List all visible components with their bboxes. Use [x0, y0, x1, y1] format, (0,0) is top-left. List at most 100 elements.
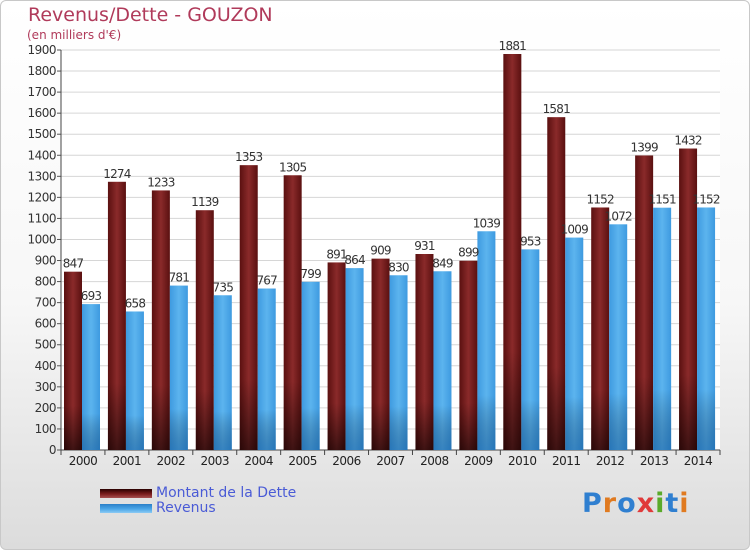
- bar-dette-shade: [151, 190, 170, 450]
- data-label-revenus: 1039: [473, 216, 501, 230]
- data-label-dette: 1139: [191, 195, 219, 209]
- data-label-dette: 1233: [147, 175, 175, 189]
- logo-letter: r: [602, 488, 618, 519]
- data-label-revenus: 799: [300, 267, 321, 281]
- bar-dette-shade: [415, 254, 434, 450]
- y-tick-label: 1600: [27, 106, 56, 120]
- bar-revenus-shade: [477, 231, 496, 450]
- bar-revenus-shade: [301, 281, 320, 450]
- x-tick-label: 2007: [376, 454, 405, 468]
- x-tick-label: 2001: [113, 454, 142, 468]
- x-tick-label: 2013: [640, 454, 669, 468]
- x-tick-label: 2012: [596, 454, 625, 468]
- data-label-dette: 847: [63, 257, 84, 271]
- logo-letter: x: [636, 488, 656, 519]
- y-tick-label: 200: [35, 401, 56, 415]
- bar-revenus-shade: [345, 268, 364, 450]
- bar-revenus-shade: [82, 304, 100, 450]
- bar-dette-shade: [239, 165, 258, 450]
- y-tick-label: 1100: [27, 211, 56, 225]
- data-label-dette: 1881: [499, 39, 527, 53]
- bar-dette-shade: [195, 210, 214, 450]
- bar-dette-shade: [591, 207, 610, 450]
- y-tick-label: 1400: [27, 148, 56, 162]
- data-label-dette: 1305: [279, 160, 307, 174]
- data-label-dette: 909: [370, 244, 391, 258]
- data-label-dette: 1152: [587, 192, 615, 206]
- proxiti-logo: Proxiti: [582, 488, 690, 519]
- bar-revenus-shade: [257, 288, 276, 450]
- y-tick-label: 1800: [27, 64, 56, 78]
- y-tick-label: 1500: [27, 127, 56, 141]
- x-tick-label: 2010: [508, 454, 537, 468]
- x-tick-label: 2006: [332, 454, 361, 468]
- x-tick-label: 2002: [157, 454, 186, 468]
- legend-swatch-revenus: [100, 504, 152, 513]
- legend-swatch-dette: [100, 489, 152, 498]
- data-label-revenus: 1152: [692, 192, 720, 206]
- bar-revenus-shade: [521, 249, 540, 450]
- x-tick-label: 2000: [69, 454, 98, 468]
- chart-title: Revenus/Dette - GOUZON: [28, 4, 273, 26]
- data-label-dette: 1353: [235, 150, 263, 164]
- bar-dette-shade: [459, 260, 478, 450]
- bar-dette-shade: [107, 181, 126, 450]
- bar-dette-shade: [547, 117, 566, 450]
- logo-letter: i: [655, 488, 666, 519]
- data-label-revenus: 1009: [561, 223, 589, 237]
- data-label-revenus: 1151: [648, 193, 676, 207]
- bar-revenus-shade: [565, 237, 584, 450]
- logo-letter: t: [665, 488, 680, 519]
- y-tick-label: 1900: [27, 43, 56, 57]
- data-label-dette: 1581: [543, 102, 571, 116]
- data-label-revenus: 830: [388, 260, 409, 274]
- bar-revenus-shade: [389, 275, 408, 450]
- y-tick-label: 700: [35, 296, 56, 310]
- data-label-revenus: 1072: [605, 209, 633, 223]
- y-tick-label: 300: [35, 380, 56, 394]
- bar-revenus-shade: [125, 311, 144, 450]
- chart-subtitle: (en milliers d'€): [27, 28, 122, 42]
- data-label-revenus: 864: [344, 253, 365, 267]
- data-label-dette: 1399: [630, 140, 658, 154]
- data-label-revenus: 781: [169, 271, 190, 285]
- legend-label-revenus: Revenus: [156, 500, 216, 516]
- data-label-revenus: 658: [125, 296, 146, 310]
- y-tick-label: 900: [35, 254, 56, 268]
- bar-dette-shade: [371, 258, 390, 450]
- y-tick-label: 800: [35, 275, 56, 289]
- logo-letter: P: [582, 488, 603, 519]
- y-tick-label: 1000: [27, 232, 56, 246]
- bar-revenus-shade: [653, 207, 672, 450]
- data-label-dette: 931: [414, 239, 435, 253]
- bar-revenus-shade: [433, 271, 452, 450]
- data-label-revenus: 693: [81, 289, 102, 303]
- x-tick-label: 2011: [552, 454, 581, 468]
- y-tick-label: 1700: [27, 85, 56, 99]
- data-label-dette: 1432: [674, 134, 702, 148]
- bar-dette-shade: [635, 155, 654, 450]
- data-label-dette: 891: [326, 247, 347, 261]
- logo-letter: i: [679, 488, 690, 519]
- data-label-dette: 1274: [103, 167, 131, 181]
- x-tick-label: 2009: [464, 454, 493, 468]
- x-tick-label: 2003: [200, 454, 229, 468]
- logo-letter: o: [617, 488, 637, 519]
- data-label-revenus: 767: [256, 274, 277, 288]
- data-label-revenus: 953: [520, 234, 541, 248]
- y-tick-label: 0: [49, 443, 56, 457]
- legend-label-dette: Montant de la Dette: [156, 485, 297, 501]
- bar-dette-shade: [327, 262, 346, 450]
- y-tick-label: 1300: [27, 169, 56, 183]
- y-tick-label: 600: [35, 317, 56, 331]
- x-tick-label: 2008: [420, 454, 449, 468]
- y-tick-label: 400: [35, 359, 56, 373]
- bar-revenus-shade: [213, 295, 232, 450]
- data-label-revenus: 849: [432, 256, 453, 270]
- bar-revenus-shade: [609, 224, 628, 450]
- y-tick-label: 1200: [27, 190, 56, 204]
- y-tick-label: 500: [35, 338, 56, 352]
- bar-dette-shade: [283, 175, 302, 450]
- data-label-dette: 899: [458, 246, 479, 260]
